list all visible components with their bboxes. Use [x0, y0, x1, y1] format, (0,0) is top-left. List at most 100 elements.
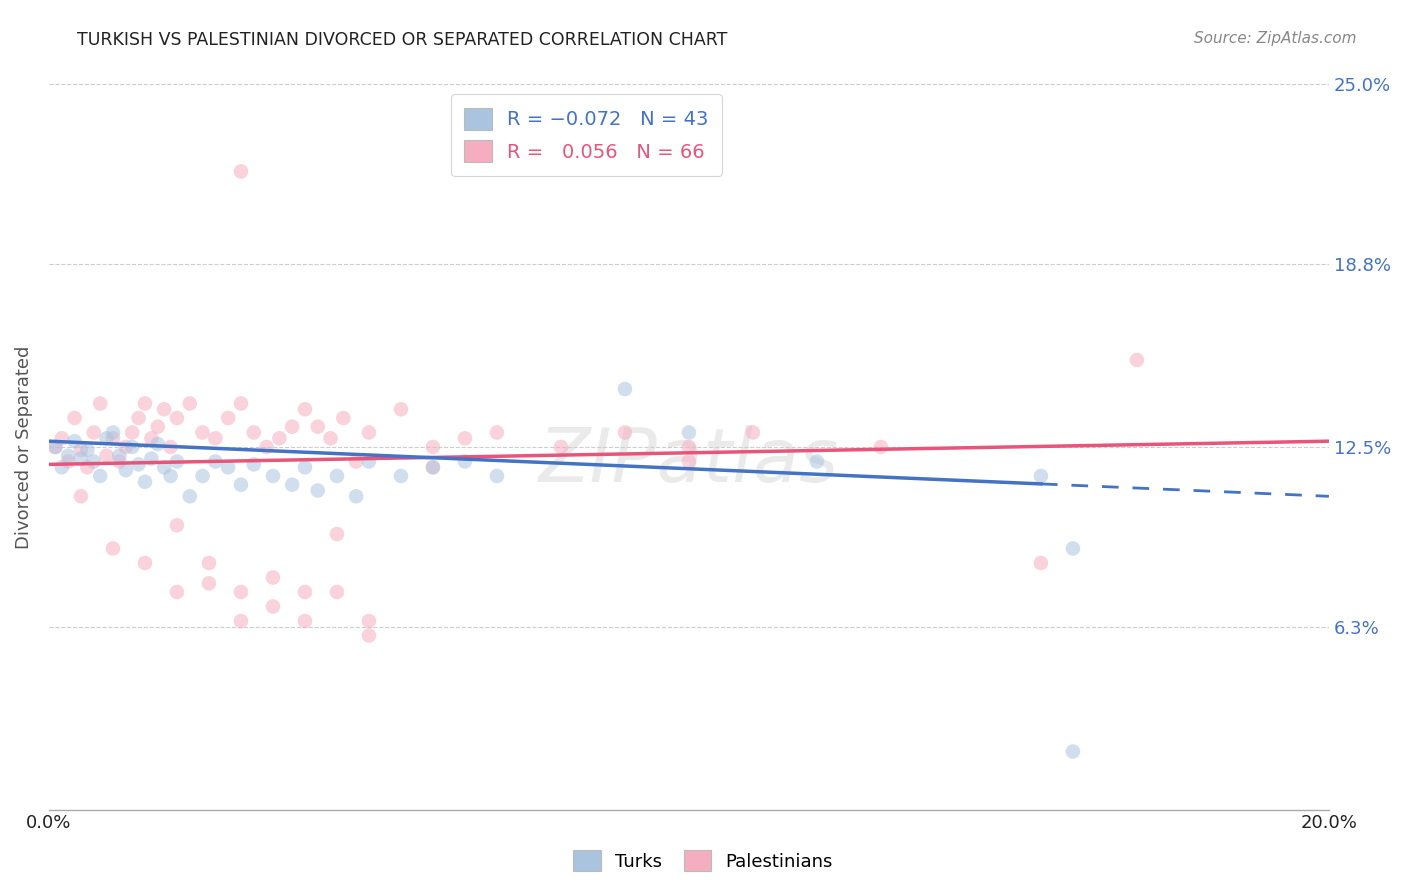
Point: [153, 402, 176, 417]
Point: [262, 469, 284, 483]
Point: [332, 411, 354, 425]
Point: [319, 431, 342, 445]
Point: [141, 451, 163, 466]
Point: [166, 454, 188, 468]
Point: [56, 449, 79, 463]
Point: [262, 599, 284, 614]
Point: [454, 431, 477, 445]
Point: [613, 425, 636, 440]
Point: [63, 411, 86, 425]
Point: [108, 454, 131, 468]
Point: [550, 440, 572, 454]
Legend: Turks, Palestinians: Turks, Palestinians: [567, 843, 839, 879]
Point: [294, 402, 316, 417]
Point: [485, 425, 508, 440]
Point: [357, 454, 380, 468]
Point: [128, 411, 150, 425]
Point: [114, 440, 136, 454]
Point: [1062, 541, 1084, 556]
Point: [179, 489, 201, 503]
Point: [613, 382, 636, 396]
Point: [242, 425, 264, 440]
Point: [229, 396, 252, 410]
Point: [108, 449, 131, 463]
Point: [96, 431, 118, 445]
Point: [217, 411, 239, 425]
Point: [141, 431, 163, 445]
Text: TURKISH VS PALESTINIAN DIVORCED OR SEPARATED CORRELATION CHART: TURKISH VS PALESTINIAN DIVORCED OR SEPAR…: [77, 31, 728, 49]
Point: [70, 442, 93, 457]
Point: [44, 440, 66, 454]
Point: [229, 614, 252, 628]
Point: [229, 164, 252, 178]
Point: [294, 614, 316, 628]
Point: [217, 460, 239, 475]
Point: [389, 402, 412, 417]
Point: [159, 469, 181, 483]
Point: [344, 454, 367, 468]
Point: [870, 440, 893, 454]
Point: [269, 431, 291, 445]
Point: [357, 628, 380, 642]
Point: [1029, 469, 1052, 483]
Point: [70, 489, 93, 503]
Point: [229, 477, 252, 491]
Point: [422, 460, 444, 475]
Point: [357, 614, 380, 628]
Point: [204, 431, 226, 445]
Point: [51, 460, 73, 475]
Point: [159, 440, 181, 454]
Point: [678, 425, 700, 440]
Point: [262, 570, 284, 584]
Point: [121, 425, 143, 440]
Point: [1126, 353, 1149, 368]
Point: [89, 396, 111, 410]
Point: [101, 425, 124, 440]
Point: [344, 489, 367, 503]
Point: [229, 585, 252, 599]
Point: [146, 419, 169, 434]
Point: [357, 425, 380, 440]
Point: [485, 469, 508, 483]
Point: [166, 411, 188, 425]
Point: [678, 454, 700, 468]
Point: [454, 454, 477, 468]
Point: [1029, 556, 1052, 570]
Y-axis label: Divorced or Separated: Divorced or Separated: [15, 345, 32, 549]
Point: [179, 396, 201, 410]
Point: [56, 454, 79, 468]
Point: [806, 454, 828, 468]
Point: [1062, 745, 1084, 759]
Point: [51, 431, 73, 445]
Point: [101, 541, 124, 556]
Point: [83, 425, 105, 440]
Point: [678, 440, 700, 454]
Point: [326, 585, 349, 599]
Point: [198, 576, 221, 591]
Point: [742, 425, 765, 440]
Point: [76, 442, 98, 457]
Point: [121, 440, 143, 454]
Point: [134, 396, 156, 410]
Point: [204, 454, 226, 468]
Point: [294, 460, 316, 475]
Point: [70, 451, 93, 466]
Point: [134, 556, 156, 570]
Point: [128, 458, 150, 472]
Point: [146, 437, 169, 451]
Point: [83, 454, 105, 468]
Point: [307, 483, 329, 498]
Point: [294, 585, 316, 599]
Point: [101, 431, 124, 445]
Point: [326, 527, 349, 541]
Point: [166, 518, 188, 533]
Point: [422, 460, 444, 475]
Point: [89, 469, 111, 483]
Point: [256, 440, 278, 454]
Text: ZIPatlas: ZIPatlas: [538, 425, 839, 498]
Point: [307, 419, 329, 434]
Legend: R = −0.072   N = 43, R =   0.056   N = 66: R = −0.072 N = 43, R = 0.056 N = 66: [451, 95, 723, 176]
Point: [281, 477, 304, 491]
Point: [389, 469, 412, 483]
Point: [44, 440, 66, 454]
